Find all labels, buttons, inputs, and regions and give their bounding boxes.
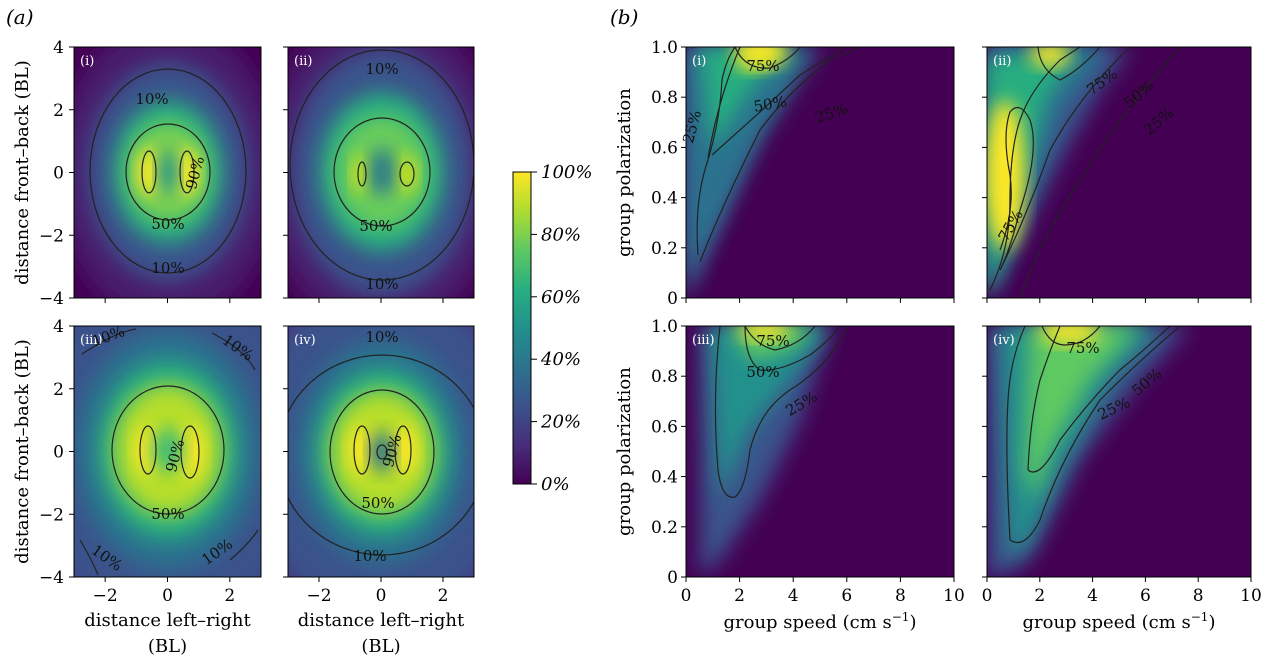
contour-label-b0-75: 75%: [746, 57, 779, 75]
colorbar-tick-label-2: 40%: [540, 349, 581, 370]
panel-a-label: (a): [6, 5, 34, 29]
contour-label-b3-75: 75%: [1066, 339, 1099, 357]
ytick-label-b-2-5: 1.0: [651, 317, 678, 337]
sublabel-a-2: (iii): [80, 333, 103, 348]
colorbar-tick-label-3: 60%: [541, 287, 581, 308]
ytick-label-b-0-3: 0.6: [651, 138, 678, 158]
heatmap-b-iv: [987, 326, 1251, 577]
colorbar-gradient: [512, 171, 532, 485]
xtick-label-b-3-0: 0: [982, 586, 993, 606]
ytick-label-b-0-2: 0.4: [651, 189, 678, 209]
ylabel-a-0: distance front–back (BL): [12, 60, 33, 285]
contour-label-a3-10b: 10%: [353, 547, 386, 565]
ytick-label-a-0-2: 0: [53, 164, 64, 184]
xlabel-b-0: group speed (cm s−1): [724, 610, 917, 633]
ytick-label-a-0-0: −4: [39, 289, 64, 309]
sublabel-b-2: (iii): [692, 333, 715, 348]
ytick-label-a-0-3: 2: [53, 101, 64, 121]
ytick-label-a-2-2: 0: [53, 443, 64, 463]
ytick-label-a-0-4: 4: [53, 38, 64, 58]
axes-frame-b-2: [685, 325, 955, 578]
contour-label-a1-50: 50%: [359, 217, 392, 235]
xtick-label-a-2-1: 0: [162, 586, 173, 606]
contour-label-a1-10b: 10%: [365, 275, 398, 293]
ytick-label-a-0-1: −2: [39, 226, 64, 246]
heatmap-b-ii: [987, 47, 1251, 298]
contour-label-b2-75: 75%: [756, 332, 789, 350]
xlabel-b-1: group speed (cm s−1): [1023, 610, 1216, 633]
xtick-label-b-2-3: 6: [841, 586, 852, 606]
colorbar-tick-label-1: 20%: [540, 412, 581, 433]
panel-b: [686, 47, 1251, 577]
xtick-label-a-3-0: −2: [306, 586, 331, 606]
heatmap-a-iii: [74, 326, 261, 577]
ytick-label-a-2-1: −2: [39, 505, 64, 525]
ytick-label-b-0-5: 1.0: [651, 38, 678, 58]
contour-label-a0-50: 50%: [151, 215, 184, 233]
ytick-label-b-2-0: 0: [667, 568, 678, 588]
colorbar-tick-label-0: 0%: [541, 474, 570, 495]
ylabel-a-1: distance front–back (BL): [12, 339, 33, 564]
xtick-label-b-3-4: 8: [1193, 586, 1204, 606]
xtick-label-a-3-1: 0: [376, 586, 387, 606]
contour-label-a1-10: 10%: [365, 60, 398, 78]
panel-a: [74, 47, 474, 577]
ylabel-b-0: group polarization: [614, 88, 635, 257]
ylabel-b-1: group polarization: [614, 367, 635, 536]
contour-label-b2-50: 50%: [746, 363, 779, 381]
ytick-label-a-2-3: 2: [53, 380, 64, 400]
contour-label-b0-50: 50%: [752, 92, 788, 116]
ytick-label-b-0-1: 0.2: [651, 239, 678, 259]
xtick-label-b-3-5: 10: [1240, 586, 1262, 606]
colorbar-tick-label-4: 80%: [541, 224, 581, 245]
xlabel-a-line1-1: distance left–right: [298, 610, 465, 631]
contour-label-a3-50: 50%: [361, 494, 394, 512]
xtick-label-b-2-5: 10: [943, 586, 965, 606]
contour-label-a0-10b: 10%: [151, 259, 184, 277]
ytick-label-b-0-4: 0.8: [651, 88, 678, 108]
axes-frame-b-0: [685, 46, 955, 299]
sublabel-a-1: (ii): [294, 54, 312, 69]
sublabel-b-3: (iv): [993, 333, 1015, 348]
ytick-label-b-2-1: 0.2: [651, 518, 678, 538]
heatmap-a-i: [74, 47, 261, 298]
sublabel-a-0: (i): [80, 54, 94, 69]
xlabel-a-line2-1: (BL): [361, 636, 400, 657]
sublabel-b-1: (ii): [993, 54, 1011, 69]
xtick-label-b-2-2: 4: [788, 586, 799, 606]
xtick-label-b-2-1: 2: [734, 586, 745, 606]
xlabel-a-line2-0: (BL): [148, 636, 187, 657]
xtick-label-a-2-2: 2: [224, 586, 235, 606]
xlabel-a-line1-0: distance left–right: [84, 610, 251, 631]
contour-label-a2-50: 50%: [151, 505, 184, 523]
sublabel-a-3: (iv): [294, 333, 316, 348]
xtick-label-b-3-3: 6: [1140, 586, 1151, 606]
axes-frame-b-3: [986, 325, 1252, 578]
panel-b-label: (b): [610, 5, 638, 29]
ytick-label-b-0-0: 0: [667, 289, 678, 309]
sublabel-b-0: (i): [692, 54, 706, 69]
ytick-label-b-2-3: 0.6: [651, 417, 678, 437]
xtick-label-b-2-4: 8: [895, 586, 906, 606]
contour-label-a0-10: 10%: [135, 90, 168, 108]
xtick-label-a-2-0: −2: [93, 586, 118, 606]
heatmap-a-ii: [288, 47, 474, 298]
xtick-label-b-2-0: 0: [681, 586, 692, 606]
ytick-label-a-2-0: −4: [39, 568, 64, 588]
axes-frame-b-1: [986, 46, 1252, 299]
ytick-label-b-2-4: 0.8: [651, 367, 678, 387]
xtick-label-b-3-2: 4: [1087, 586, 1098, 606]
heatmap-b-i: [686, 47, 954, 298]
xtick-label-a-3-2: 2: [438, 586, 449, 606]
xtick-label-b-3-1: 2: [1034, 586, 1045, 606]
heatmap-b-iii: [686, 326, 954, 577]
colorbar: [512, 171, 532, 485]
heatmap-a-iv: [288, 326, 474, 577]
ytick-label-a-2-4: 4: [53, 317, 64, 337]
colorbar-tick-label-5: 100%: [541, 162, 592, 183]
ytick-label-b-2-2: 0.4: [651, 468, 678, 488]
contour-label-a3-10: 10%: [365, 328, 398, 346]
